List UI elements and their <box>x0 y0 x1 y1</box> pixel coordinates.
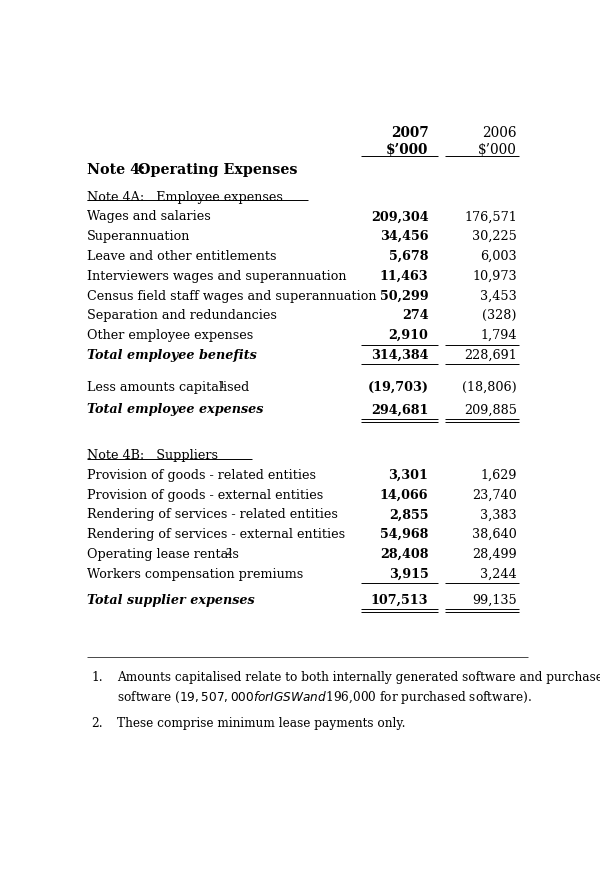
Text: Census field staff wages and superannuation: Census field staff wages and superannuat… <box>86 290 376 303</box>
Text: 1,629: 1,629 <box>480 469 517 482</box>
Text: Superannuation: Superannuation <box>86 230 190 243</box>
Text: 314,384: 314,384 <box>371 349 428 362</box>
Text: 209,304: 209,304 <box>371 210 428 223</box>
Text: Provision of goods - external entities: Provision of goods - external entities <box>86 488 323 501</box>
Text: Rendering of services - related entities: Rendering of services - related entities <box>86 508 337 521</box>
Text: 34,456: 34,456 <box>380 230 428 243</box>
Text: 1.: 1. <box>91 671 103 684</box>
Text: Workers compensation premiums: Workers compensation premiums <box>86 568 303 581</box>
Text: 6,003: 6,003 <box>480 250 517 263</box>
Text: Rendering of services - external entities: Rendering of services - external entitie… <box>86 528 345 542</box>
Text: 28,408: 28,408 <box>380 548 428 561</box>
Text: 99,135: 99,135 <box>472 594 517 607</box>
Text: Separation and redundancies: Separation and redundancies <box>86 310 277 323</box>
Text: Operating lease rentals: Operating lease rentals <box>86 548 242 561</box>
Text: $’000: $’000 <box>386 143 428 157</box>
Text: 30,225: 30,225 <box>472 230 517 243</box>
Text: 3,244: 3,244 <box>480 568 517 581</box>
Text: 2: 2 <box>225 548 232 557</box>
Text: These comprise minimum lease payments only.: These comprise minimum lease payments on… <box>117 717 406 730</box>
Text: 2007: 2007 <box>391 126 428 140</box>
Text: 3,915: 3,915 <box>389 568 428 581</box>
Text: 228,691: 228,691 <box>464 349 517 362</box>
Text: 23,740: 23,740 <box>472 488 517 501</box>
Text: Other employee expenses: Other employee expenses <box>86 329 253 342</box>
Text: Total employee expenses: Total employee expenses <box>86 404 263 417</box>
Text: 38,640: 38,640 <box>472 528 517 542</box>
Text: Total supplier expenses: Total supplier expenses <box>86 594 254 607</box>
Text: Amounts capitalised relate to both internally generated software and purchased: Amounts capitalised relate to both inter… <box>117 671 600 684</box>
Text: Note 4B:   Suppliers: Note 4B: Suppliers <box>86 449 218 462</box>
Text: 274: 274 <box>402 310 428 323</box>
Text: 3,301: 3,301 <box>389 469 428 482</box>
Text: 3,383: 3,383 <box>480 508 517 521</box>
Text: 1: 1 <box>219 381 226 390</box>
Text: Wages and salaries: Wages and salaries <box>86 210 211 223</box>
Text: 10,973: 10,973 <box>472 269 517 283</box>
Text: 2,855: 2,855 <box>389 508 428 521</box>
Text: (19,703): (19,703) <box>367 381 428 393</box>
Text: 107,513: 107,513 <box>371 594 428 607</box>
Text: 176,571: 176,571 <box>464 210 517 223</box>
Text: (328): (328) <box>482 310 517 323</box>
Text: 2006: 2006 <box>482 126 517 140</box>
Text: 2,910: 2,910 <box>389 329 428 342</box>
Text: Provision of goods - related entities: Provision of goods - related entities <box>86 469 316 482</box>
Text: 294,681: 294,681 <box>371 404 428 417</box>
Text: Less amounts capitalised: Less amounts capitalised <box>86 381 253 393</box>
Text: Note 4:: Note 4: <box>86 163 145 177</box>
Text: 14,066: 14,066 <box>380 488 428 501</box>
Text: Note 4A:   Employee expenses: Note 4A: Employee expenses <box>86 190 283 203</box>
Text: software ($19,507,000 for IGSW and $196,000 for purchased software).: software ($19,507,000 for IGSW and $196,… <box>117 689 532 706</box>
Text: 3,453: 3,453 <box>480 290 517 303</box>
Text: Total employee benefits: Total employee benefits <box>86 349 256 362</box>
Text: Interviewers wages and superannuation: Interviewers wages and superannuation <box>86 269 346 283</box>
Text: 50,299: 50,299 <box>380 290 428 303</box>
Text: 1,794: 1,794 <box>480 329 517 342</box>
Text: Operating Expenses: Operating Expenses <box>138 163 297 177</box>
Text: $’000: $’000 <box>478 143 517 157</box>
Text: 209,885: 209,885 <box>464 404 517 417</box>
Text: 54,968: 54,968 <box>380 528 428 542</box>
Text: 5,678: 5,678 <box>389 250 428 263</box>
Text: 2.: 2. <box>91 717 103 730</box>
Text: 11,463: 11,463 <box>380 269 428 283</box>
Text: (18,806): (18,806) <box>462 381 517 393</box>
Text: Leave and other entitlements: Leave and other entitlements <box>86 250 276 263</box>
Text: 28,499: 28,499 <box>472 548 517 561</box>
